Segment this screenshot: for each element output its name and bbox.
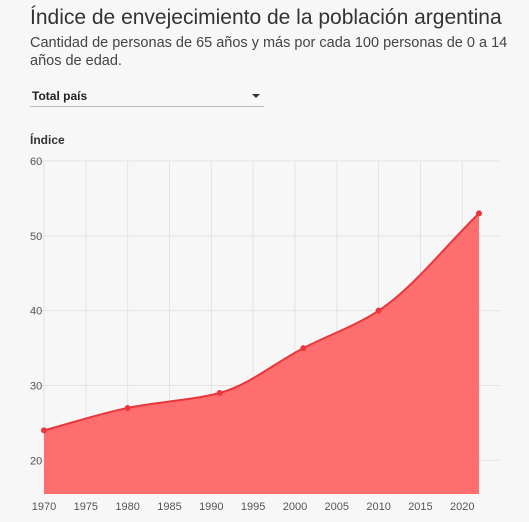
y-axis-label: Índice [30, 133, 65, 147]
area-fill [44, 213, 479, 494]
x-tick-label: 1975 [74, 501, 98, 513]
data-point[interactable] [375, 307, 382, 314]
x-tick-label: 2005 [325, 501, 349, 513]
y-tick-label: 40 [30, 306, 42, 318]
region-select-value: Total país [32, 89, 88, 103]
data-point[interactable] [124, 404, 131, 411]
x-tick-labels: 1970 1975 1980 1985 1990 1995 2000 2005 2010 2015… [32, 501, 475, 513]
y-tick-label: 20 [30, 455, 42, 467]
data-points [41, 210, 482, 434]
data-point[interactable] [300, 345, 307, 352]
x-tick-label: 1995 [241, 501, 265, 513]
chart-title: Índice de envejecimiento de la población… [30, 6, 502, 29]
x-tick-label: 2015 [408, 501, 432, 513]
x-tick-label: 2010 [366, 501, 390, 513]
data-point[interactable] [476, 210, 482, 217]
region-select[interactable]: Total país [30, 86, 264, 107]
x-tick-label: 1990 [199, 501, 223, 513]
y-tick-label: 60 [30, 156, 42, 168]
chevron-down-icon [252, 94, 260, 98]
x-tick-label: 1970 [32, 501, 56, 513]
series-line [43, 212, 480, 432]
y-tick-labels: 20 30 40 50 60 [30, 156, 42, 467]
x-tick-label: 1980 [115, 501, 139, 513]
data-point[interactable] [41, 427, 47, 434]
y-tick-label: 50 [30, 231, 42, 243]
data-point[interactable] [216, 389, 223, 396]
chart-subtitle: Cantidad de personas de 65 años y más po… [30, 35, 508, 69]
y-tick-label: 30 [30, 380, 42, 392]
x-tick-label: 2020 [450, 501, 474, 513]
x-tick-label: 1985 [157, 501, 181, 513]
x-tick-label: 2000 [283, 501, 307, 513]
